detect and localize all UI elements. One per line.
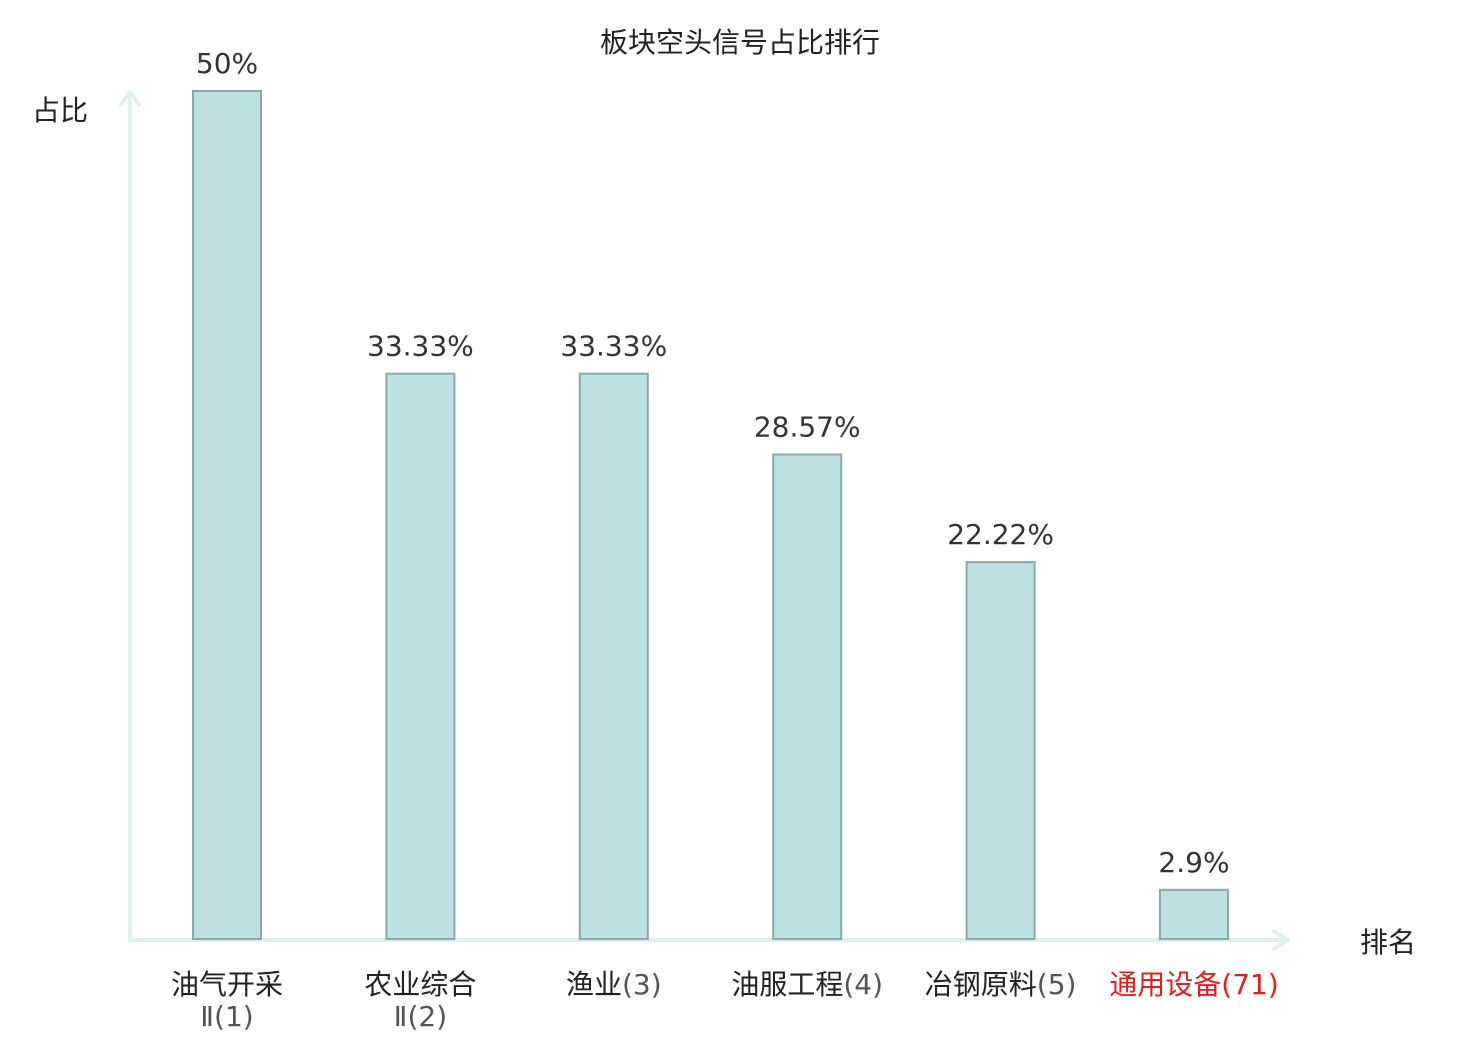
bar-value-label: 2.9% <box>1158 846 1229 879</box>
category-rank: (3) <box>622 968 662 1001</box>
bar-value-label: 50% <box>196 47 258 80</box>
category-labels: 油气开采 Ⅱ(1)农业综合 Ⅱ(2)渔业(3) 油服工程(4) 冶钢原料(5) 通用设备(… <box>171 968 1279 1033</box>
category-label: 油服工程(4) <box>731 968 883 1001</box>
axes: 占比 排名 <box>32 90 1416 959</box>
y-axis-label: 占比 <box>32 94 88 127</box>
category-rank: (71) <box>1221 968 1278 1001</box>
category-rank: (4) <box>843 968 883 1001</box>
bar <box>192 90 262 940</box>
category-name-suffix: Ⅱ <box>394 1000 408 1033</box>
bar <box>385 372 456 940</box>
bar <box>965 561 1036 940</box>
category-name: 农业综合 <box>364 968 476 1001</box>
category-label: 冶钢原料(5) <box>925 968 1077 1001</box>
category-name-suffix: Ⅱ <box>200 1000 214 1033</box>
category-name: 渔业 <box>566 968 622 1001</box>
category-name: 油服工程 <box>731 968 843 1001</box>
category-name: 冶钢原料 <box>925 968 1037 1001</box>
category-rank: (2) <box>407 1000 447 1033</box>
category-label: 通用设备(71) <box>1109 968 1279 1001</box>
category-label: 渔业(3) <box>566 968 662 1001</box>
y-axis-arrow <box>118 90 142 108</box>
bar <box>1159 888 1229 940</box>
bar-value-label: 33.33% <box>367 330 474 363</box>
category-name: 油气开采 <box>171 968 283 1001</box>
bar-value-label: 28.57% <box>754 411 861 444</box>
category-name: 通用设备 <box>1109 968 1221 1001</box>
bar <box>578 372 649 940</box>
category-rank: (5) <box>1037 968 1077 1001</box>
bars <box>192 90 1229 940</box>
bar-value-label: 22.22% <box>947 518 1054 551</box>
chart-title: 板块空头信号占比排行 <box>600 26 880 59</box>
x-axis-label: 排名 <box>1360 926 1416 959</box>
category-label: 农业综合 Ⅱ(2) <box>364 968 476 1033</box>
bar-value-label: 33.33% <box>560 330 667 363</box>
bar <box>772 453 843 940</box>
x-axis-arrow <box>1270 928 1290 952</box>
category-label: 油气开采 Ⅱ(1) <box>171 968 283 1033</box>
category-rank: (1) <box>214 1000 254 1033</box>
value-labels: 50% 33.33% 33.33% 28.57% 22.22% 2.9% <box>196 47 1230 879</box>
